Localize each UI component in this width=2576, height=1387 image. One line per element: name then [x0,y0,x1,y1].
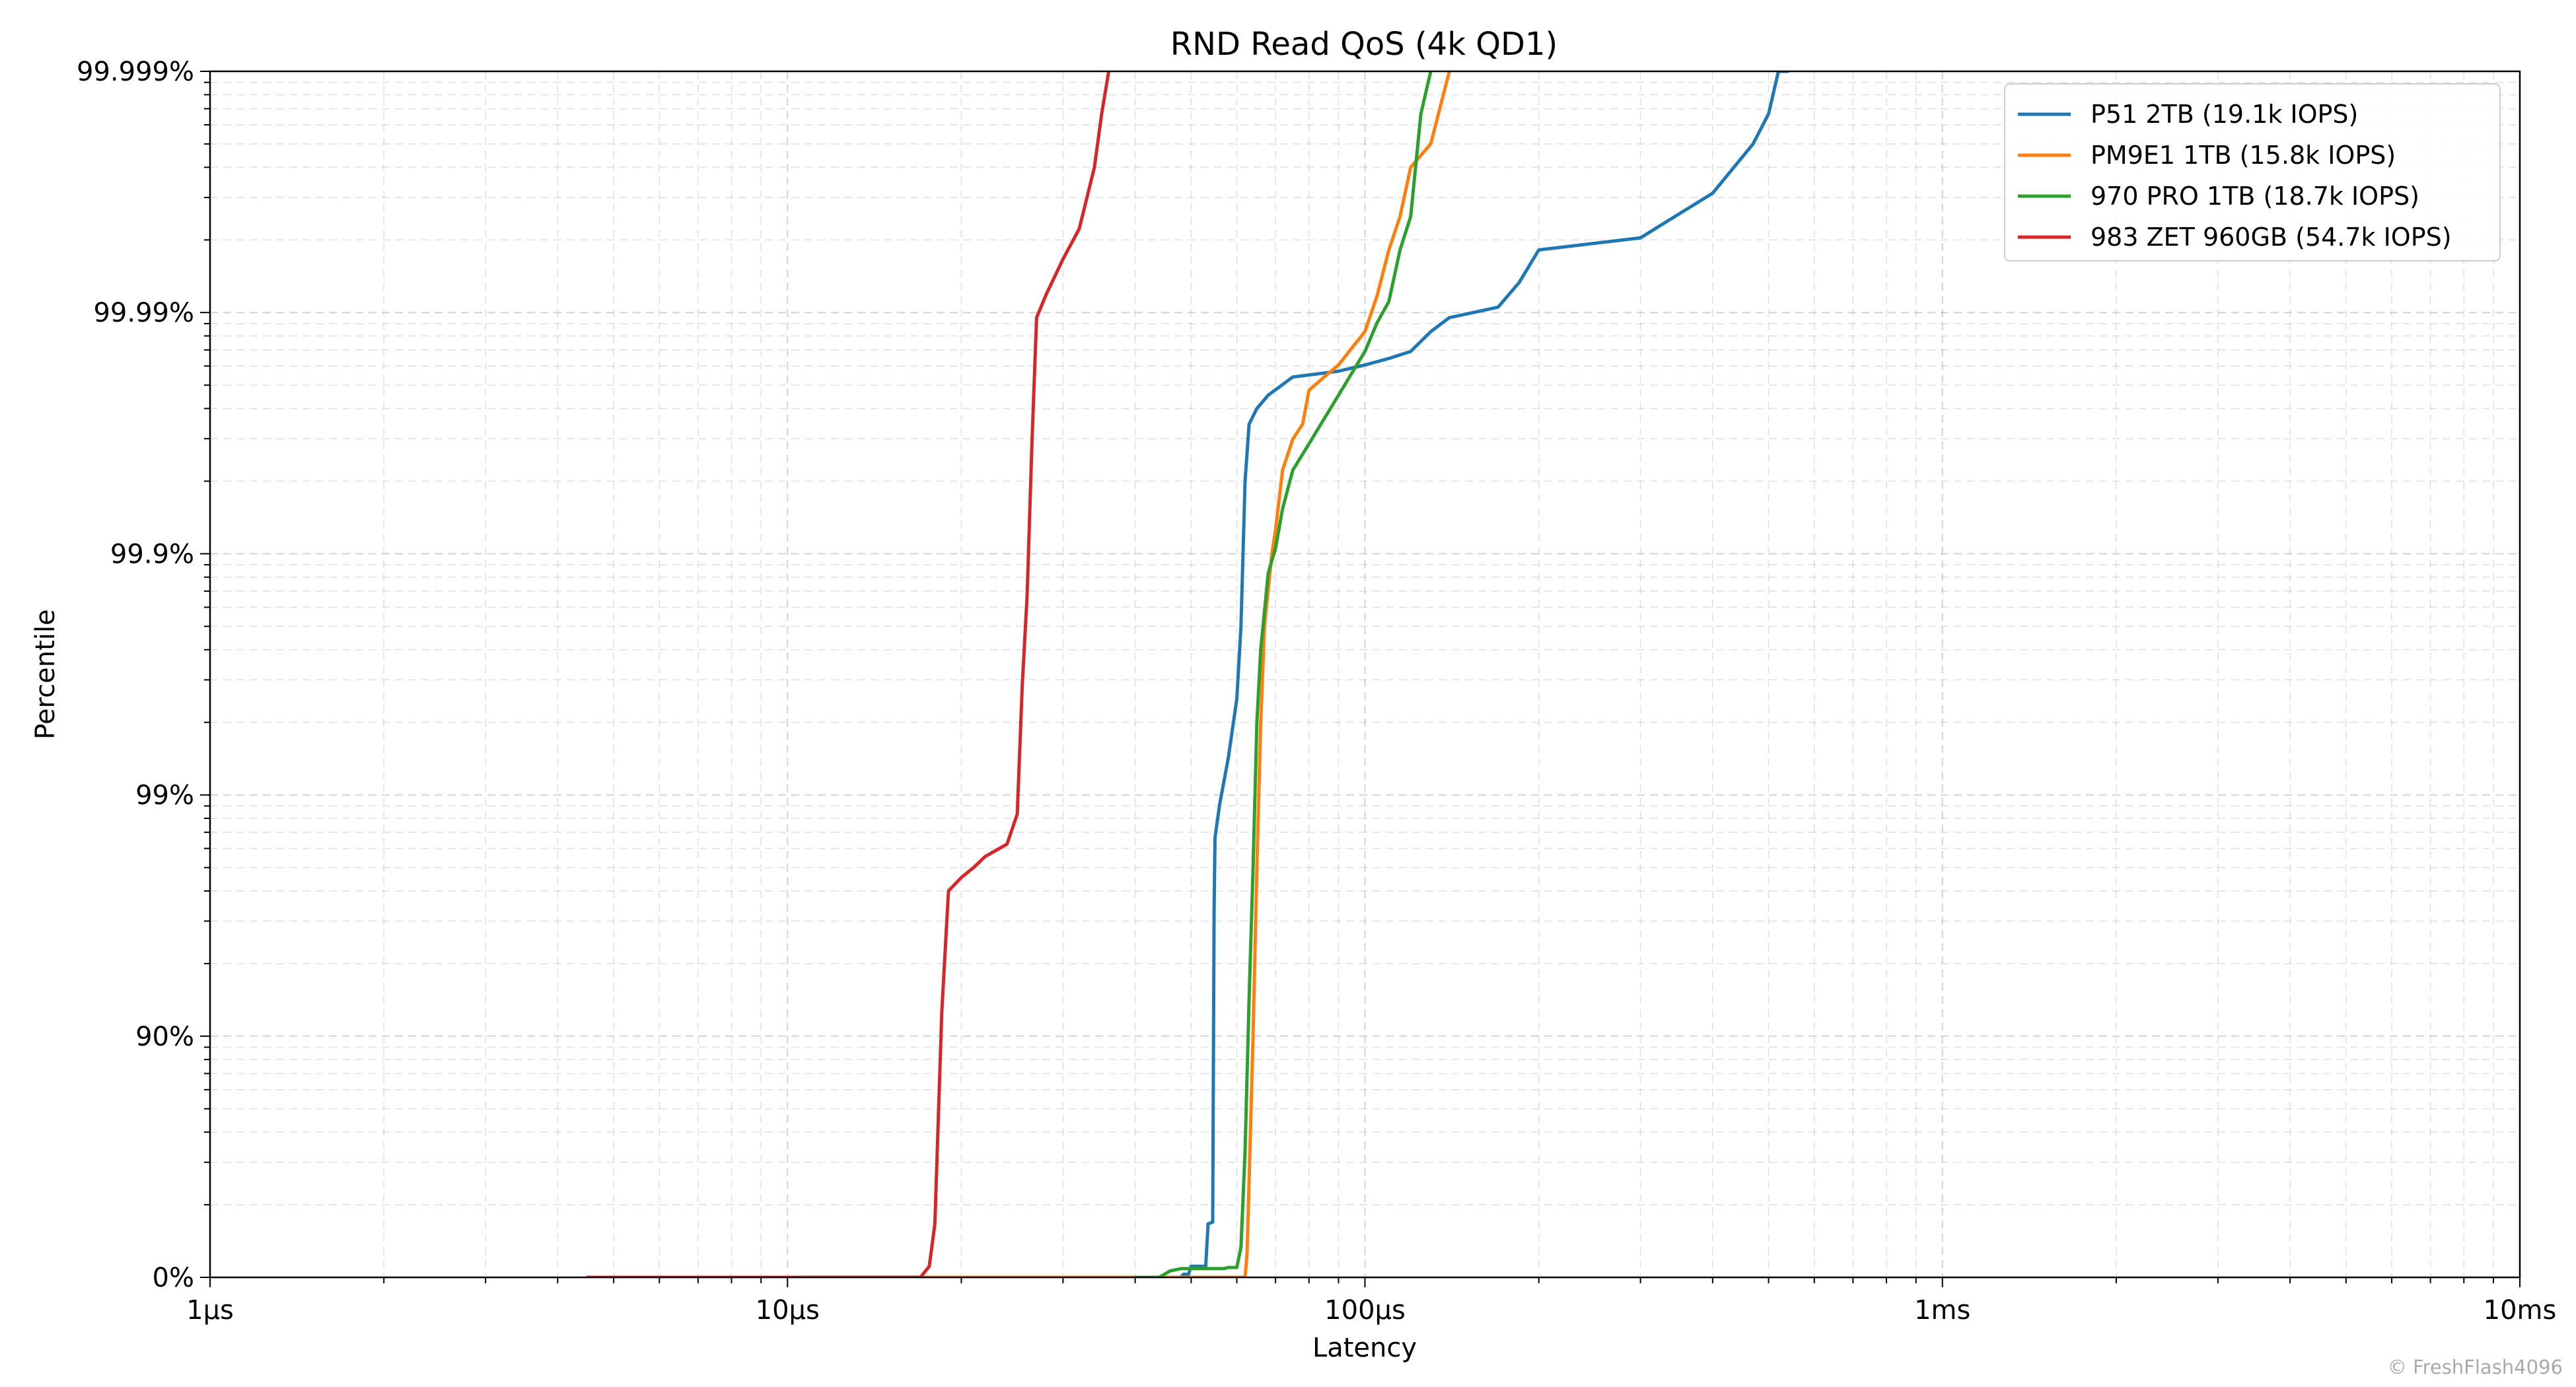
y-tick-label: 99.99% [93,298,194,328]
grid [210,71,2520,1277]
x-tick-label: 10ms [2484,1295,2557,1326]
x-axis: 1µs 10µs 100µs 1ms 10ms [186,1277,2556,1326]
y-axis-label: Percentile [30,609,61,739]
x-tick-label: 1µs [186,1295,234,1326]
series-line-970 [1133,71,1433,1277]
x-tick-label: 10µs [756,1295,820,1326]
credit-text: © FreshFlash4096 [2388,1356,2563,1378]
series-line-pm9e1 [585,71,1451,1277]
y-tick-label: 99% [135,781,194,811]
legend-label: P51 2TB (19.1k IOPS) [2091,100,2358,129]
y-tick-label: 0% [153,1263,194,1293]
chart-title: RND Read QoS (4k QD1) [1170,26,1558,63]
series-line-p51 [1157,71,1790,1277]
x-tick-label: 1ms [1914,1295,1970,1326]
legend: P51 2TB (19.1k IOPS) PM9E1 1TB (15.8k IOP… [2004,83,2501,262]
legend-label: 983 ZET 960GB (54.7k IOPS) [2091,223,2452,252]
series-line-983 [585,71,1111,1277]
legend-label: 970 PRO 1TB (18.7k IOPS) [2091,182,2419,211]
y-tick-label: 90% [135,1022,194,1052]
plot-area [209,70,2521,1279]
series-lines [585,71,1790,1277]
x-tick-label: 100µs [1324,1295,1406,1326]
legend-label: PM9E1 1TB (15.8k IOPS) [2091,141,2396,170]
y-tick-label: 99.9% [110,539,194,569]
legend-box [2004,83,2501,262]
x-axis-label: Latency [1312,1333,1417,1363]
y-axis: 0% 90% 99% 99.9% 99.99% 99.999% [77,57,210,1293]
y-tick-label: 99.999% [77,57,194,87]
